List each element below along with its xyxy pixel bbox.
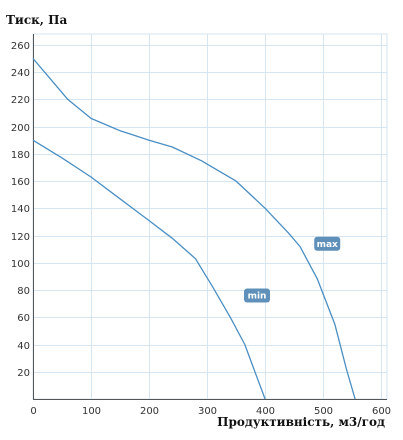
y-tick-label: 100 bbox=[11, 259, 30, 270]
series-line-max bbox=[32, 58, 356, 400]
y-tick-label: 220 bbox=[11, 95, 30, 106]
series-line-min bbox=[32, 139, 266, 400]
y-tick-label: 200 bbox=[11, 123, 30, 134]
y-tick-label: 160 bbox=[11, 177, 30, 188]
axes bbox=[33, 34, 387, 400]
x-tick-label: 0 bbox=[30, 406, 36, 417]
x-tick-label: 600 bbox=[372, 406, 391, 417]
y-tick-label: 260 bbox=[11, 41, 30, 52]
badge-background bbox=[244, 288, 271, 303]
x-tick-label: 100 bbox=[82, 406, 101, 417]
badge-background bbox=[314, 236, 341, 251]
series-badges: max min bbox=[244, 236, 341, 303]
plot-frame bbox=[32, 33, 388, 400]
y-tick-label: 120 bbox=[11, 232, 30, 243]
x-axis-title: Продуктивність, м3/год bbox=[217, 415, 385, 429]
x-tick-label: 300 bbox=[198, 406, 217, 417]
x-tick-label: 200 bbox=[140, 406, 159, 417]
y-tick-label: 80 bbox=[17, 286, 30, 297]
badge-label: min bbox=[248, 292, 267, 302]
x-tick-label: 500 bbox=[314, 406, 333, 417]
y-tick-label: 180 bbox=[11, 150, 30, 161]
y-tick-label: 20 bbox=[17, 368, 30, 379]
tick-labels: 20 40 60 80 100 120 140 160 180 200 220 240 260 0 100 2… bbox=[11, 41, 391, 417]
series-badge-max: max bbox=[314, 236, 341, 251]
series-lines bbox=[32, 58, 356, 400]
y-tick-label: 140 bbox=[11, 204, 30, 215]
y-tick-label: 40 bbox=[17, 341, 30, 352]
y-tick-label: 60 bbox=[17, 313, 30, 324]
y-axis-title: Тиск, Па bbox=[6, 13, 67, 27]
x-tick-label: 400 bbox=[256, 406, 275, 417]
series-badge-min: min bbox=[244, 288, 271, 303]
y-tick-label: 240 bbox=[11, 68, 30, 79]
grid-lines bbox=[32, 33, 388, 400]
badge-label: max bbox=[317, 240, 338, 250]
